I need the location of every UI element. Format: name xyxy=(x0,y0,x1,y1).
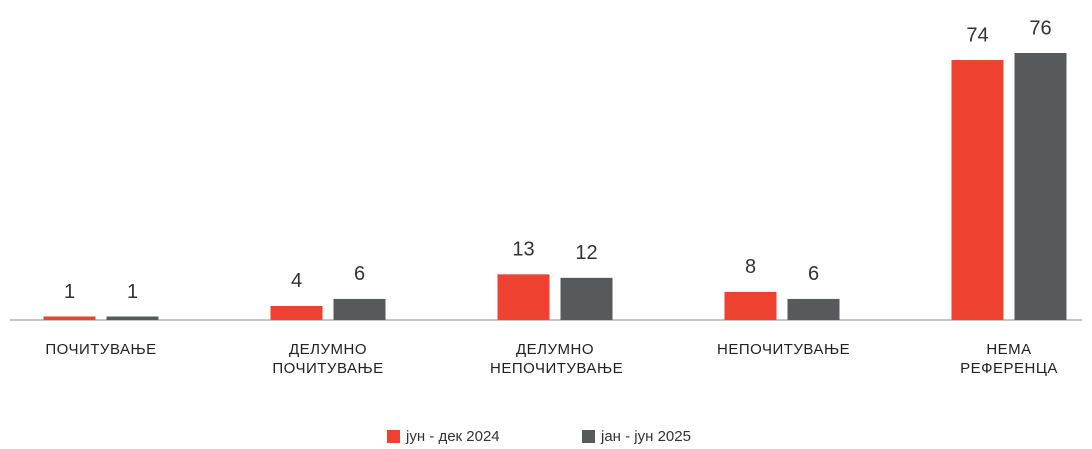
legend-swatch xyxy=(387,430,400,443)
legend-label: јан - јун 2025 xyxy=(600,428,691,445)
bar xyxy=(43,316,96,320)
bar xyxy=(724,291,777,320)
bar xyxy=(497,274,550,320)
x-tick-label: ПОЧИТУВАЊЕ xyxy=(45,341,157,358)
value-label: 1 xyxy=(127,281,138,303)
value-label: 13 xyxy=(512,239,534,261)
value-label: 6 xyxy=(354,263,365,285)
value-label: 74 xyxy=(966,24,988,46)
x-tick-label: НЕМА РЕФЕРЕНЦА xyxy=(960,341,1058,377)
bar xyxy=(270,305,323,320)
bar xyxy=(106,316,159,320)
bar xyxy=(333,298,386,320)
value-label: 12 xyxy=(575,242,597,264)
legend-label: јун - дек 2024 xyxy=(405,428,500,445)
value-label: 1 xyxy=(64,281,75,303)
value-label: 6 xyxy=(808,263,819,285)
bar xyxy=(787,298,840,320)
bar xyxy=(1014,53,1067,320)
bar xyxy=(951,60,1004,321)
value-label: 4 xyxy=(291,270,302,292)
bar xyxy=(560,277,613,320)
legend-swatch xyxy=(582,430,595,443)
x-tick-label: НЕПОЧИТУВАЊЕ xyxy=(717,341,851,358)
x-tick-label: ДЕЛУМНО НЕПОЧИТУВАЊЕ xyxy=(490,341,624,377)
x-tick-label: ДЕЛУМНО ПОЧИТУВАЊЕ xyxy=(272,341,384,377)
value-label: 76 xyxy=(1029,17,1051,39)
value-label: 8 xyxy=(745,256,756,278)
